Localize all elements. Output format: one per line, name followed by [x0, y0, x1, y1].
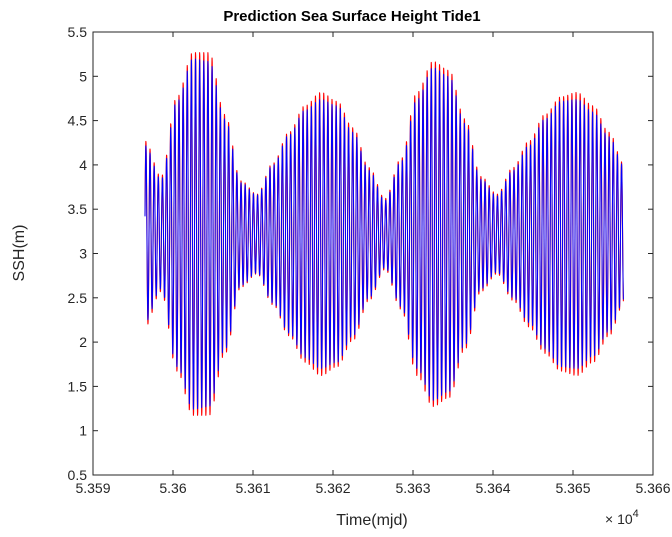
x-exponent-power: 4 — [633, 508, 639, 520]
series-layer — [144, 52, 624, 416]
y-tick-label: 5.5 — [68, 24, 88, 40]
y-axis-label: SSH(m) — [11, 225, 28, 282]
x-tick-label: 5.362 — [315, 480, 350, 496]
tick-layer: 5.359 5.36 5.361 5.362 5.363 5.364 5.365 5.366 0… — [68, 24, 671, 496]
x-tick-label: 5.365 — [555, 480, 590, 496]
y-tick-label: 2 — [79, 334, 87, 350]
x-tick-label: 5.36 — [159, 480, 186, 496]
x-tick-label: 5.361 — [235, 480, 270, 496]
y-tick-label: 3 — [79, 246, 87, 262]
chart-title: Prediction Sea Surface Height Tide1 — [223, 8, 480, 25]
x-tick-label: 5.363 — [395, 480, 430, 496]
y-tick-label: 1 — [79, 423, 87, 439]
x-axis-label: Time(mjd) — [336, 512, 407, 529]
y-tick-label: 0.5 — [68, 467, 88, 483]
x-exponent-base: × 10 — [605, 511, 633, 527]
y-tick-label: 5 — [79, 68, 87, 84]
series-line — [144, 58, 624, 410]
x-exponent-label: × 104 — [605, 508, 639, 527]
y-tick-label: 3.5 — [68, 201, 88, 217]
x-tick-label: 5.364 — [475, 480, 510, 496]
x-tick-label: 5.359 — [75, 480, 110, 496]
plot-area: 5.359 5.36 5.361 5.362 5.363 5.364 5.365 5.366 0… — [68, 24, 671, 496]
y-tick-label: 1.5 — [68, 378, 88, 394]
x-tick-label: 5.366 — [635, 480, 670, 496]
y-tick-label: 4 — [79, 157, 87, 173]
y-tick-label: 4.5 — [68, 113, 88, 129]
y-tick-label: 2.5 — [68, 290, 88, 306]
